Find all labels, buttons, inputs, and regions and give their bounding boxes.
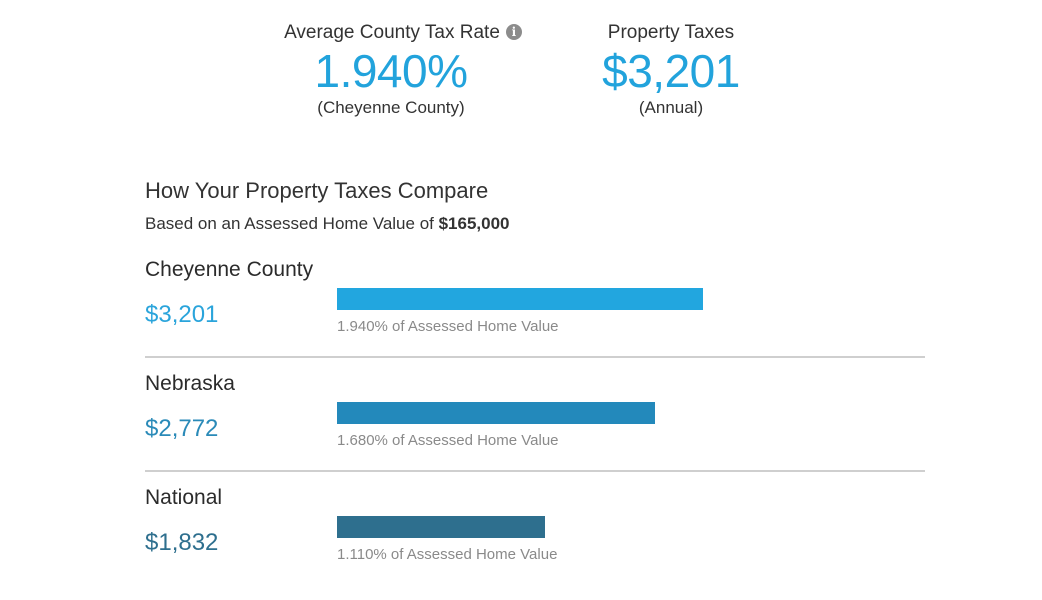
row-name: Cheyenne County bbox=[145, 258, 314, 281]
row-name: National bbox=[145, 486, 223, 509]
property-taxes-period: (Annual) bbox=[638, 98, 704, 117]
bar-state bbox=[337, 402, 655, 424]
row-amount: $1,832 bbox=[145, 529, 219, 556]
divider bbox=[145, 356, 925, 358]
bar-caption: 1.110% of Assessed Home Value bbox=[337, 546, 558, 563]
property-taxes-label: Property Taxes bbox=[607, 22, 735, 43]
divider bbox=[145, 470, 925, 472]
row-amount: $2,772 bbox=[145, 415, 219, 442]
compare-title: How Your Property Taxes Compare bbox=[145, 178, 489, 203]
bar-caption: 1.680% of Assessed Home Value bbox=[337, 432, 559, 449]
assessed-value: $165,000 bbox=[438, 214, 510, 233]
tax-rate-stat: Average County Tax Rate i 1.940% (Cheyenn… bbox=[262, 22, 544, 118]
bar-national bbox=[337, 516, 545, 538]
bar-county bbox=[337, 288, 703, 310]
tax-rate-label: Average County Tax Rate i bbox=[262, 22, 544, 44]
tax-rate-county: (Cheyenne County) bbox=[317, 98, 465, 117]
row-amount: $3,201 bbox=[145, 301, 219, 328]
tax-rate-value: 1.940% bbox=[314, 45, 468, 97]
bar-caption: 1.940% of Assessed Home Value bbox=[337, 318, 559, 335]
compare-subtitle: Based on an Assessed Home Value of $165,… bbox=[145, 214, 510, 233]
compare-row-county: Cheyenne County $3,201 1.940% of Assesse… bbox=[145, 258, 925, 372]
compare-row-state: Nebraska $2,772 1.680% of Assessed Home … bbox=[145, 372, 925, 486]
property-taxes-stat: Property Taxes $3,201 (Annual) bbox=[581, 22, 761, 118]
row-name: Nebraska bbox=[145, 372, 235, 395]
property-taxes-value: $3,201 bbox=[602, 45, 740, 97]
info-icon[interactable]: i bbox=[505, 24, 522, 40]
compare-row-national: National $1,832 1.110% of Assessed Home … bbox=[145, 486, 925, 600]
